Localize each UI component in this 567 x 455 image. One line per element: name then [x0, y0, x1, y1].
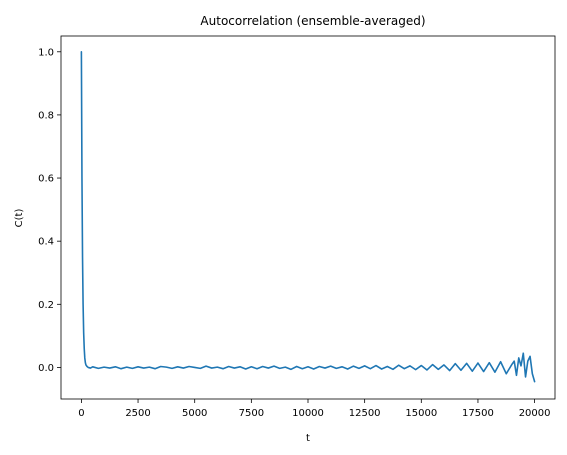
- y-tick-label: 1.0: [38, 47, 54, 58]
- y-tick-label: 0.8: [38, 110, 54, 121]
- x-tick-label: 12500: [349, 408, 381, 419]
- x-tick-label: 0: [78, 408, 84, 419]
- y-tick-label: 0.0: [38, 363, 54, 374]
- y-axis-ticks: 0.0 0.2 0.4 0.6 0.8 1.0: [38, 47, 61, 374]
- x-tick-label: 15000: [405, 408, 437, 419]
- plot-area: [80, 50, 536, 383]
- x-tick-label: 20000: [519, 408, 551, 419]
- x-tick-label: 10000: [292, 408, 324, 419]
- y-tick-label: 0.4: [38, 237, 54, 248]
- x-tick-label: 5000: [182, 408, 207, 419]
- x-tick-label: 2500: [125, 408, 150, 419]
- y-tick-label: 0.6: [38, 174, 54, 185]
- chart-title: Autocorrelation (ensemble-averaged): [200, 14, 425, 28]
- x-axis-label: t: [306, 433, 310, 444]
- x-axis-ticks: 0 2500 5000 7500 10000 12500 15000 17500 20000: [78, 399, 551, 419]
- x-tick-label: 17500: [462, 408, 494, 419]
- series-line: [80, 50, 536, 383]
- y-tick-label: 0.2: [38, 300, 54, 311]
- plot-frame: [60, 35, 556, 400]
- y-axis-label: C(t): [14, 209, 25, 228]
- x-tick-label: 7500: [239, 408, 264, 419]
